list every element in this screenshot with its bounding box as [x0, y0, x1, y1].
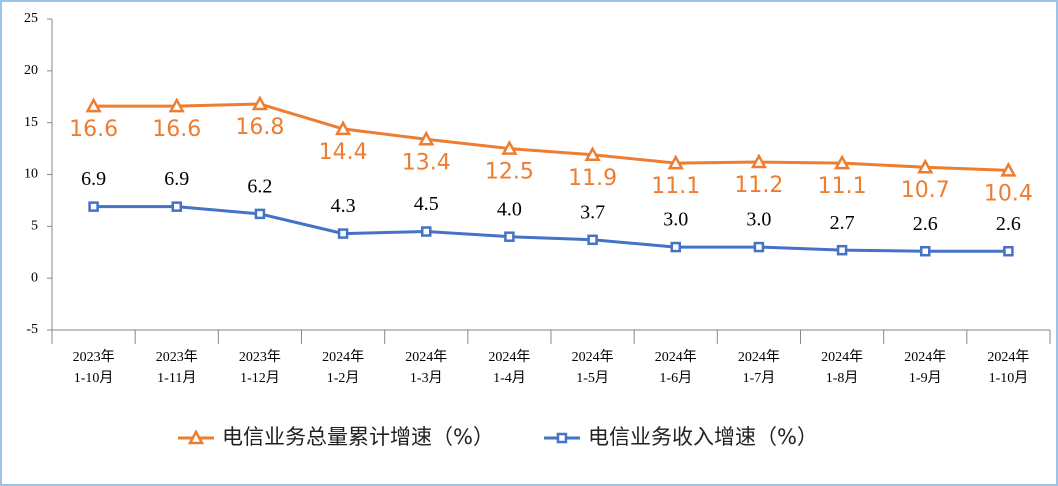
data-label: 11.9 — [568, 166, 617, 191]
x-tick-label: 2024年 — [821, 349, 863, 365]
y-tick-label: 0 — [31, 270, 38, 285]
data-label: 3.7 — [580, 201, 605, 223]
x-tick-label: 1-7月 — [743, 370, 776, 386]
data-label: 13.4 — [402, 150, 451, 175]
data-point — [667, 154, 684, 170]
data-point — [337, 228, 349, 239]
x-tick-label: 2024年 — [572, 349, 614, 365]
data-point — [334, 120, 352, 136]
x-tick-label: 2024年 — [405, 349, 447, 365]
x-tick-label: 1-10月 — [74, 370, 114, 386]
x-tick-label: 1-6月 — [659, 370, 692, 386]
data-point — [670, 241, 681, 253]
data-label: 4.3 — [331, 195, 356, 217]
data-point — [254, 208, 266, 220]
data-label: 6.9 — [164, 168, 189, 190]
legend-label: 电信业务总量累计增速（%） — [222, 425, 494, 449]
x-tick-label: 2024年 — [738, 349, 780, 365]
data-point — [504, 231, 515, 242]
data-label: 16.6 — [69, 117, 118, 142]
x-tick-label: 1-11月 — [157, 370, 196, 386]
data-label: 2.7 — [830, 212, 855, 234]
x-tick-label: 2024年 — [655, 349, 697, 365]
x-tick-label: 2024年 — [488, 349, 530, 365]
y-tick-label: -5 — [26, 322, 38, 337]
data-label: 4.5 — [414, 193, 439, 215]
data-point — [85, 97, 102, 113]
y-tick-label: 10 — [24, 167, 38, 182]
data-point — [920, 245, 931, 257]
legend-label: 电信业务收入增速（%） — [588, 425, 818, 449]
data-point — [168, 97, 185, 113]
data-point — [750, 153, 768, 169]
y-tick-label: 15 — [24, 115, 38, 130]
x-tick-label: 1-9月 — [909, 370, 942, 386]
x-tick-label: 2023年 — [73, 349, 115, 365]
data-point — [251, 95, 269, 111]
data-label: 3.0 — [746, 209, 771, 231]
data-label: 10.7 — [901, 178, 950, 203]
series-line — [93, 205, 1009, 253]
x-tick-label: 1-5月 — [576, 370, 609, 386]
y-tick-label: 25 — [24, 11, 38, 26]
x-tick-label: 2024年 — [904, 349, 946, 365]
data-point — [584, 146, 601, 162]
data-point — [1003, 245, 1014, 257]
data-label: 6.9 — [81, 168, 106, 190]
x-tick-label: 1-10月 — [989, 370, 1029, 386]
x-tick-label: 1-2月 — [327, 370, 360, 386]
x-tick-label: 1-12月 — [240, 370, 280, 386]
data-point — [501, 139, 518, 155]
data-point — [421, 226, 432, 237]
x-tick-label: 2024年 — [987, 349, 1029, 365]
x-tick-label: 1-4月 — [493, 370, 526, 386]
x-tick-label: 1-3月 — [410, 370, 443, 386]
data-label: 12.5 — [485, 160, 534, 185]
y-tick-label: 5 — [31, 219, 38, 234]
data-point — [418, 130, 435, 146]
data-label: 2.6 — [913, 213, 938, 235]
data-label: 11.1 — [818, 174, 867, 199]
data-point — [587, 234, 598, 246]
legend-marker — [187, 429, 205, 445]
data-label: 2.6 — [996, 213, 1021, 235]
data-label: 4.0 — [497, 198, 522, 220]
x-tick-label: 2023年 — [156, 349, 198, 365]
data-point — [1000, 161, 1017, 177]
data-point — [836, 244, 848, 256]
data-label: 16.8 — [235, 115, 284, 140]
data-label: 14.4 — [319, 140, 368, 165]
data-label: 3.0 — [663, 209, 688, 231]
data-point — [88, 201, 99, 212]
data-label: 16.6 — [152, 117, 201, 142]
legend-marker — [556, 432, 568, 444]
y-tick-label: 20 — [24, 63, 38, 78]
x-tick-label: 2023年 — [239, 349, 281, 365]
series-line — [93, 102, 1009, 172]
data-label: 11.1 — [651, 174, 700, 199]
data-point — [833, 154, 851, 170]
data-label: 10.4 — [984, 181, 1033, 206]
x-tick-label: 2024年 — [322, 349, 364, 365]
x-tick-label: 1-8月 — [826, 370, 859, 386]
data-point — [917, 158, 934, 174]
data-label: 11.2 — [734, 173, 783, 198]
data-label: 6.2 — [247, 175, 272, 197]
data-point — [171, 201, 182, 212]
data-point — [753, 241, 765, 253]
